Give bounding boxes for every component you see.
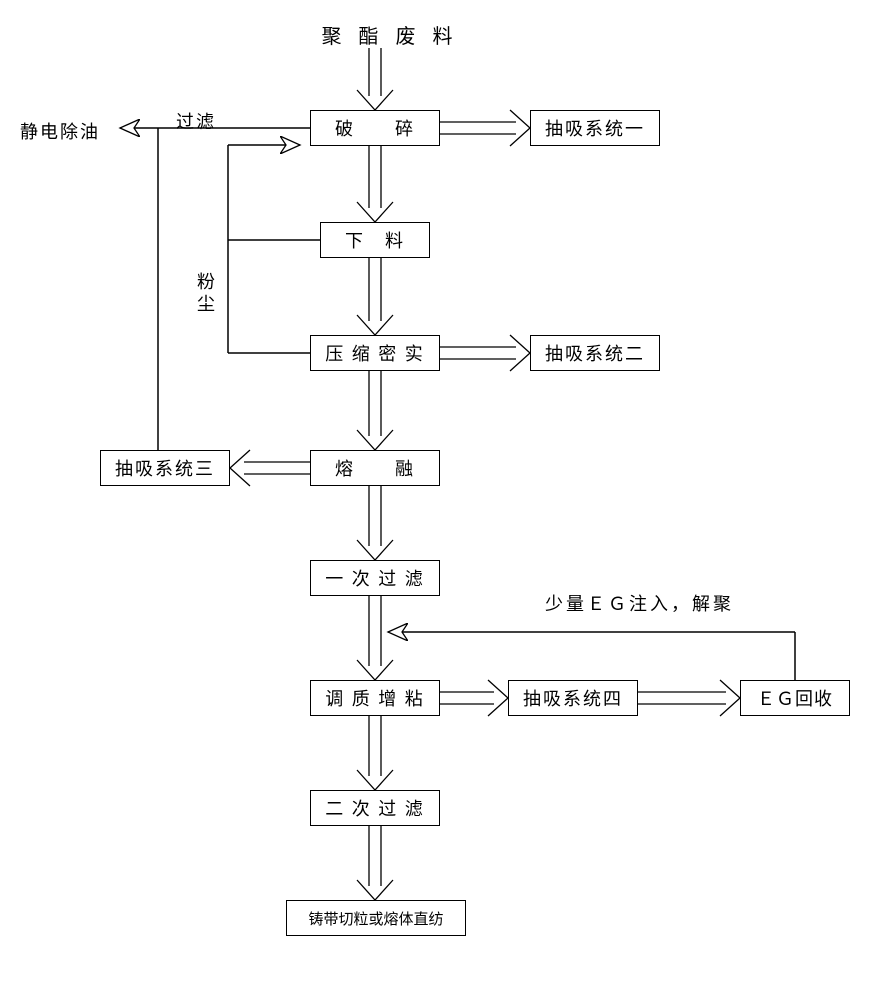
input-label: 聚 酯 废 料 bbox=[310, 20, 470, 49]
node-output: 铸带切粒或熔体直纺 bbox=[286, 900, 466, 936]
node-feed: 下 料 bbox=[320, 222, 430, 258]
label-eg-inject: 少量ＥＧ注入，解聚 bbox=[545, 590, 734, 616]
node-eg-recover: ＥＧ回收 bbox=[740, 680, 850, 716]
flowchart-connectors bbox=[0, 0, 888, 1000]
node-viscosity: 调 质 增 粘 bbox=[310, 680, 440, 716]
label-dust: 粉尘 bbox=[192, 272, 218, 316]
node-filter1: 一 次 过 滤 bbox=[310, 560, 440, 596]
node-melt: 熔 融 bbox=[310, 450, 440, 486]
node-suction3: 抽吸系统三 bbox=[100, 450, 230, 486]
label-filter: 过滤 bbox=[176, 108, 216, 134]
node-compact: 压 缩 密 实 bbox=[310, 335, 440, 371]
node-suction4: 抽吸系统四 bbox=[508, 680, 638, 716]
label-static-oil: 静电除油 bbox=[20, 118, 100, 144]
node-crush: 破 碎 bbox=[310, 110, 440, 146]
node-suction1: 抽吸系统一 bbox=[530, 110, 660, 146]
node-suction2: 抽吸系统二 bbox=[530, 335, 660, 371]
node-filter2: 二 次 过 滤 bbox=[310, 790, 440, 826]
